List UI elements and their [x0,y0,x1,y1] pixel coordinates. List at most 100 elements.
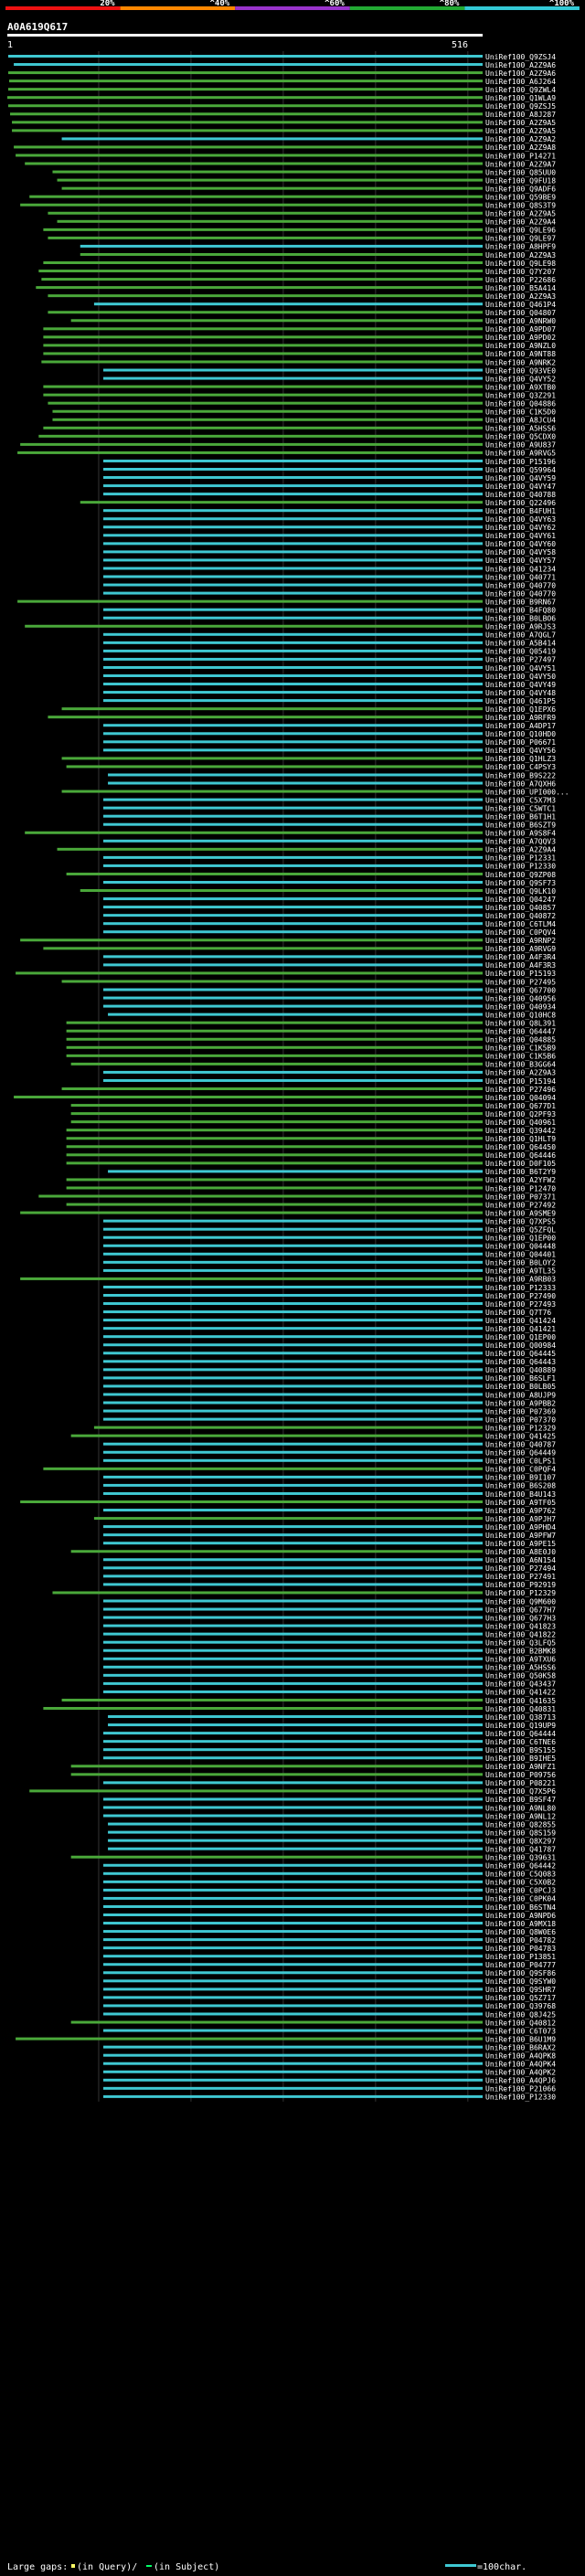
hit-row[interactable]: UniRef100_C5WTC1 [103,804,556,812]
hit-label[interactable]: UniRef100_Q64444 [485,1730,556,1738]
hit-label[interactable]: UniRef100_Q93VE0 [485,366,556,375]
hit-row[interactable]: UniRef100_C4PSY3 [66,763,557,771]
hit-row[interactable]: UniRef100_A9TXU6 [103,1656,556,1664]
hit-row[interactable]: UniRef100_C1K5B6 [66,1053,557,1061]
hit-label[interactable]: UniRef100_Q4VY60 [485,540,556,548]
hit-row[interactable]: UniRef100_Q41823 [103,1622,556,1630]
hit-label[interactable]: UniRef100_A2Z9A5 [485,119,556,127]
hit-row[interactable]: UniRef100_A4DP17 [103,722,556,730]
hit-label[interactable]: UniRef100_Q2PF93 [485,1110,556,1118]
hit-label[interactable]: UniRef100_Q4VY56 [485,747,556,755]
hit-row[interactable]: UniRef100_A2Z9A6 [14,61,556,69]
hit-label[interactable]: UniRef100_P12331 [485,854,556,863]
hit-row[interactable]: UniRef100_Q4VY61 [103,532,556,540]
hit-label[interactable]: UniRef100_A9U837 [485,441,556,450]
hit-label[interactable]: UniRef100_P27497 [485,656,556,664]
hit-label[interactable]: UniRef100_Q9SF86 [485,1969,556,1977]
hit-row[interactable]: UniRef100_Q41422 [103,1689,556,1697]
hit-row[interactable]: UniRef100_B5A414 [36,284,556,292]
hit-label[interactable]: UniRef100_P08221 [485,1779,556,1787]
hit-label[interactable]: UniRef100_A4F3R3 [485,961,556,970]
hit-label[interactable]: UniRef100_A2Z9A7 [485,160,556,168]
hit-label[interactable]: UniRef100_Q40872 [485,912,556,920]
hit-row[interactable]: UniRef100_P27491 [103,1573,556,1581]
hit-row[interactable]: UniRef100_P15196 [103,458,556,466]
hit-label[interactable]: UniRef100_Q04448 [485,1243,556,1251]
hit-row[interactable]: UniRef100_A7QGL7 [103,631,556,640]
hit-label[interactable]: UniRef100_A9NRK2 [485,358,556,366]
hit-row[interactable]: UniRef100_B6T2Y9 [108,1168,556,1176]
hit-row[interactable]: UniRef100_Q4VY51 [103,664,556,673]
hit-label[interactable]: UniRef100_A6J264 [485,78,556,86]
hit-label[interactable]: UniRef100_P21066 [485,2085,556,2094]
hit-row[interactable]: UniRef100_A9NL80 [103,1804,556,1812]
hit-row[interactable]: UniRef100_Q50K58 [103,1672,556,1680]
hit-label[interactable]: UniRef100_Q4VY61 [485,532,556,540]
hit-row[interactable]: UniRef100_B6SZT9 [103,822,556,830]
hit-label[interactable]: UniRef100_A7QQV3 [485,838,556,846]
hit-label[interactable]: UniRef100_A2Z9A3 [485,251,556,260]
hit-label[interactable]: UniRef100_Q39631 [485,1854,556,1862]
hit-row[interactable]: UniRef100_Q04885 [66,1036,557,1044]
hit-label[interactable]: UniRef100_A9NL80 [485,1804,556,1812]
hit-label[interactable]: UniRef100_Q4VY51 [485,664,556,673]
hit-label[interactable]: UniRef100_A2Z9A5 [485,127,556,135]
hit-label[interactable]: UniRef100_A4F3R4 [485,953,556,961]
hit-label[interactable]: UniRef100_Q4VY59 [485,474,556,482]
hit-row[interactable]: UniRef100_Q8J425 [103,2010,556,2019]
hit-row[interactable]: UniRef100_B0LOY2 [103,1259,556,1267]
hit-label[interactable]: UniRef100_Q4VY52 [485,375,556,383]
hit-row[interactable]: UniRef100_Q3Z291 [43,391,556,399]
hit-label[interactable]: UniRef100_Q64446 [485,1151,556,1160]
hit-row[interactable]: UniRef100_P07369 [103,1407,556,1415]
hit-row[interactable]: UniRef100_Q64449 [103,1449,556,1458]
hit-row[interactable]: UniRef100_A2Z9A4 [57,846,557,854]
hit-label[interactable]: UniRef100_Q50K58 [485,1672,556,1680]
hit-row[interactable]: UniRef100_B6STN4 [103,1903,556,1912]
hit-label[interactable]: UniRef100_A9XTB0 [485,383,556,391]
hit-label[interactable]: UniRef100_Q04401 [485,1251,556,1259]
hit-label[interactable]: UniRef100_Q41787 [485,1845,556,1853]
hit-label[interactable]: UniRef100_Q7X5P6 [485,1787,556,1796]
hit-label[interactable]: UniRef100_C0PK04 [485,1895,556,1903]
hit-label[interactable]: UniRef100_A7QXH6 [485,779,556,788]
hit-row[interactable]: UniRef100_Q40831 [43,1705,556,1713]
hit-row[interactable]: UniRef100_Q9SYW0 [103,1977,556,1986]
hit-label[interactable]: UniRef100_B6T2Y9 [485,1168,556,1176]
hit-label[interactable]: UniRef100_A9TXU6 [485,1656,556,1664]
hit-label[interactable]: UniRef100_B3GG64 [485,1061,556,1069]
hit-label[interactable]: UniRef100_A9RJS3 [485,623,556,631]
hit-label[interactable]: UniRef100_Q677D1 [485,1102,556,1110]
hit-row[interactable]: UniRef100_UPI000... [61,788,569,796]
hit-label[interactable]: UniRef100_Q4VY57 [485,557,556,565]
hit-row[interactable]: UniRef100_Q04807 [48,309,556,317]
hit-label[interactable]: UniRef100_Q1HLZ3 [485,755,556,763]
hit-row[interactable]: UniRef100_A2Z9A5 [12,127,556,135]
hit-label[interactable]: UniRef100_A9RFR9 [485,714,556,722]
hit-row[interactable]: UniRef100_Q9SF73 [103,879,556,887]
hit-row[interactable]: UniRef100_C1K5D0 [52,408,556,417]
hit-row[interactable]: UniRef100_Q41234 [103,565,556,573]
hit-label[interactable]: UniRef100_P27490 [485,1292,556,1300]
hit-row[interactable]: UniRef100_A8JCU4 [52,417,556,425]
hit-row[interactable]: UniRef100_Q39442 [66,1127,557,1135]
hit-row[interactable]: UniRef100_Q1WLA9 [7,94,556,102]
hit-label[interactable]: UniRef100_P06671 [485,738,556,747]
hit-row[interactable]: UniRef100_P12329 [93,1424,556,1432]
hit-label[interactable]: UniRef100_Q82855 [485,1820,556,1829]
hit-label[interactable]: UniRef100_Q461P4 [485,301,556,309]
hit-label[interactable]: UniRef100_Q7XPS5 [485,1217,556,1225]
hit-label[interactable]: UniRef100_A9NFZ1 [485,1763,556,1771]
hit-row[interactable]: UniRef100_Q9FU18 [57,176,557,185]
hit-label[interactable]: UniRef100_P27495 [485,978,556,986]
hit-row[interactable]: UniRef100_Q41787 [108,1845,556,1853]
hit-row[interactable]: UniRef100_Q64450 [66,1143,557,1151]
hit-row[interactable]: UniRef100_Q00984 [103,1341,556,1350]
hit-row[interactable]: UniRef100_Q41635 [61,1697,557,1705]
hit-label[interactable]: UniRef100_Q40831 [485,1705,556,1713]
hit-label[interactable]: UniRef100_B0LB05 [485,1383,556,1391]
hit-label[interactable]: UniRef100_A7QGL7 [485,631,556,640]
hit-label[interactable]: UniRef100_A4DP17 [485,722,556,730]
hit-row[interactable]: UniRef100_A2Z9A5 [48,210,556,218]
hit-label[interactable]: UniRef100_Q04807 [485,309,556,317]
